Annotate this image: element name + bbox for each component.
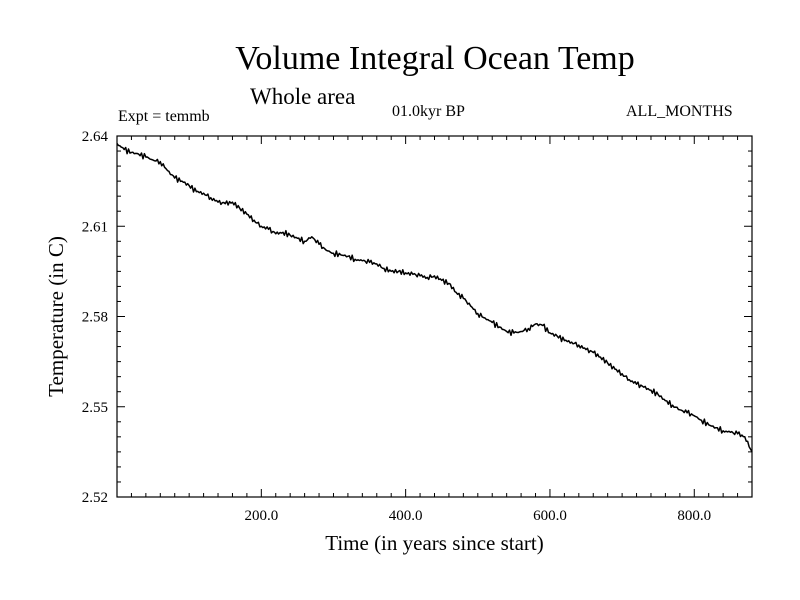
y-tick-label: 2.64	[82, 129, 109, 145]
y-tick-label: 2.61	[82, 219, 108, 235]
series-line	[116, 143, 753, 453]
x-tick-label: 200.0	[244, 508, 278, 524]
chart-subtitle: Whole area	[250, 84, 356, 109]
y-tick-label: 2.58	[82, 310, 108, 326]
experiment-label: Expt = temmb	[118, 108, 210, 125]
period-label: 01.0kyr BP	[392, 103, 465, 120]
y-axis-title: Temperature (in C)	[44, 236, 68, 397]
y-tick-label: 2.52	[82, 490, 108, 506]
x-tick-label: 400.0	[389, 508, 423, 524]
y-tick-label: 2.55	[82, 400, 108, 416]
x-tick-label: 600.0	[533, 508, 567, 524]
x-axis-title: Time (in years since start)	[325, 531, 544, 555]
plot-frame	[116, 135, 753, 498]
chart-title: Volume Integral Ocean Temp	[235, 40, 635, 77]
x-tick-label: 800.0	[677, 508, 711, 524]
months-label: ALL_MONTHS	[626, 103, 733, 120]
